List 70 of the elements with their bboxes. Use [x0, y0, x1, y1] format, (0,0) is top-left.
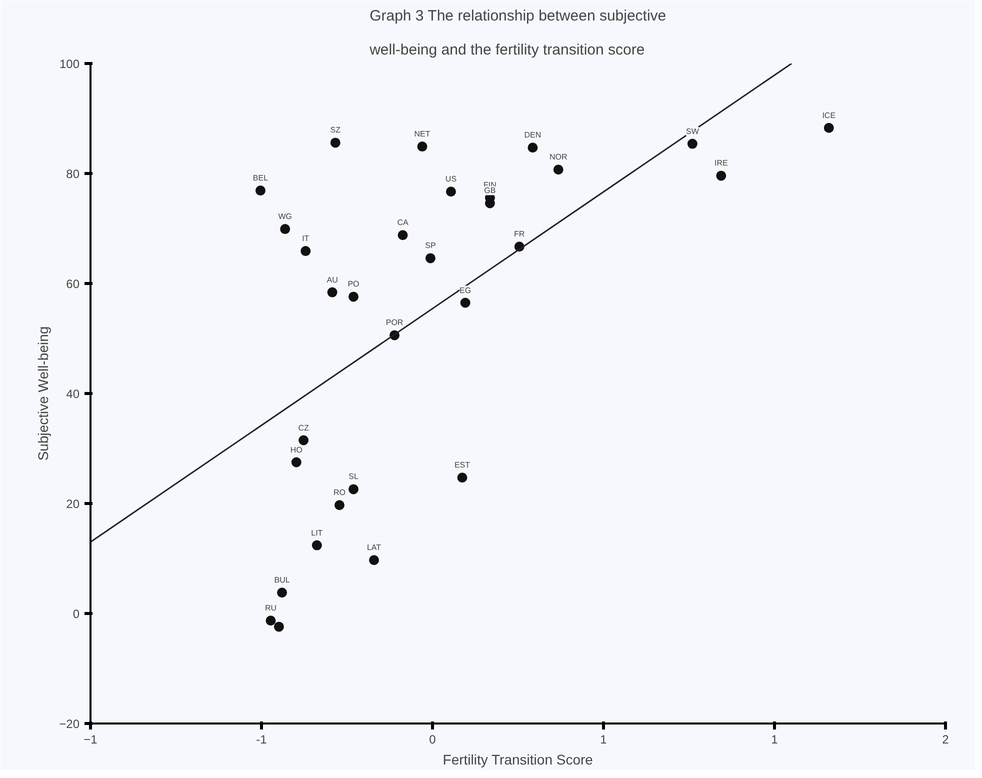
y-axis-title: Subjective Well-being	[35, 326, 52, 461]
point	[687, 138, 698, 149]
point	[266, 616, 276, 626]
annotation: SL	[348, 472, 359, 482]
annotation: PO	[348, 280, 360, 289]
chart-title: Graph 3 The relationship between subjective well-being and the fertility transition score	[368, 8, 666, 58]
annotation: NOR	[549, 152, 568, 162]
y-tick-label: 40	[66, 387, 80, 401]
annotation: CA	[397, 218, 409, 228]
x-tick-label: 1	[771, 732, 778, 746]
point	[460, 298, 470, 308]
x-tick-label: −1	[84, 732, 98, 746]
point	[528, 142, 538, 153]
point	[330, 138, 340, 148]
point	[300, 246, 311, 256]
point	[327, 287, 338, 298]
x-tick-label: 2	[942, 732, 950, 746]
point	[280, 224, 290, 234]
annotation: NET	[414, 130, 430, 139]
point	[274, 622, 284, 632]
annotation: IRE	[714, 158, 728, 168]
x-tick-label: -1	[256, 732, 268, 746]
annotation: CZ	[298, 423, 310, 432]
x-tick-label: 1	[600, 732, 608, 746]
point	[446, 186, 456, 197]
point	[425, 253, 436, 264]
annotation: LAT	[366, 543, 382, 552]
annotation: HO	[290, 445, 302, 454]
x-tick-label: 0	[429, 732, 436, 746]
point	[824, 122, 834, 133]
y-tick-label: 60	[66, 277, 80, 291]
y-tick-label: −20	[59, 717, 80, 731]
annotation: RO	[333, 488, 346, 498]
annotation: AU	[326, 275, 338, 284]
point	[291, 457, 302, 468]
annotation: BEL	[252, 174, 269, 183]
point	[277, 588, 288, 598]
point	[369, 555, 380, 566]
point	[457, 472, 468, 483]
y-tick-label: 80	[66, 167, 80, 181]
point	[716, 170, 726, 181]
annotation: EST	[454, 460, 470, 470]
point	[334, 500, 344, 510]
point	[348, 484, 358, 494]
annotation: SP	[425, 241, 436, 250]
point	[298, 435, 309, 446]
annotation: RU	[264, 604, 277, 613]
annotation: FR	[514, 230, 525, 239]
point	[398, 230, 408, 240]
point	[348, 292, 358, 302]
y-tick-label: 100	[59, 57, 80, 71]
point	[312, 540, 322, 550]
y-tick-label: 0	[72, 607, 80, 621]
annotation: SW	[686, 126, 700, 136]
annotation: ICE	[822, 110, 836, 120]
annotation: WG	[278, 212, 292, 222]
annotation: DEN	[524, 130, 542, 140]
y-tick-label: 20	[66, 497, 80, 511]
annotation: POR	[386, 318, 404, 328]
annotation: BUL	[274, 576, 290, 585]
point	[255, 186, 266, 196]
annotation: IT	[302, 234, 310, 244]
point	[553, 164, 564, 175]
point	[417, 142, 428, 152]
annotation: LIT	[311, 528, 323, 538]
annotation: GB	[484, 186, 496, 196]
x-axis-title: Fertility Transition Score	[442, 752, 594, 768]
annotation: US	[445, 174, 457, 184]
annotation: SZ	[330, 126, 341, 135]
annotation: EG	[460, 286, 472, 295]
